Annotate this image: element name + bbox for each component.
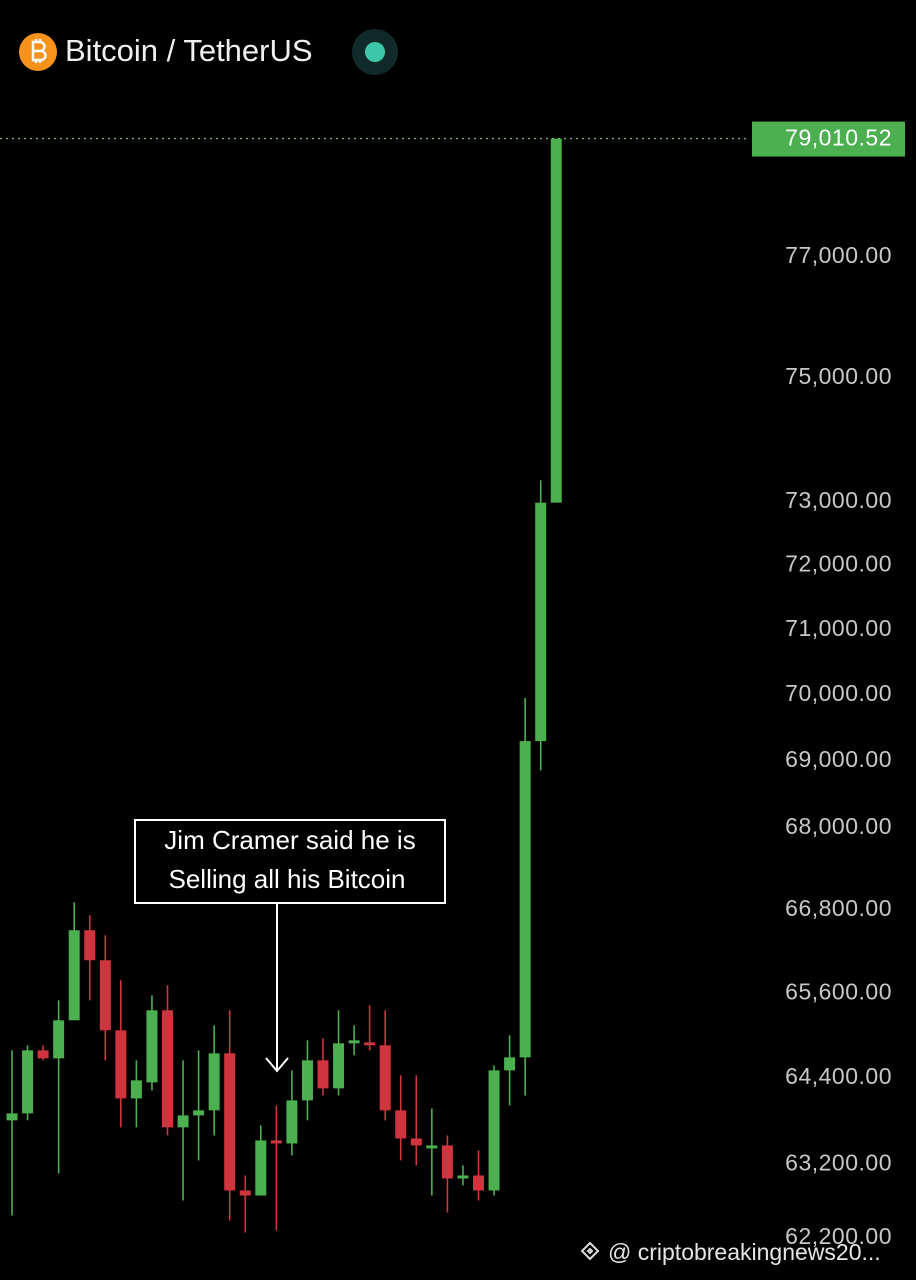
y-tick-label: 62,200.00 <box>785 1223 892 1249</box>
candle-body <box>535 502 547 742</box>
y-tick-label: 68,000.00 <box>785 813 892 839</box>
y-tick-label: 66,800.00 <box>785 895 892 921</box>
y-tick-label: 63,200.00 <box>785 1150 892 1176</box>
watermark: @ criptobreakingnews20... <box>608 1239 881 1265</box>
candle-body <box>22 1050 34 1114</box>
candle-body <box>177 1115 189 1128</box>
candle-body <box>473 1175 484 1191</box>
candle-body <box>270 1140 282 1144</box>
candle-body <box>317 1060 329 1089</box>
candle-body <box>208 1053 220 1111</box>
candle-body <box>286 1100 298 1144</box>
bitcoin-glyph <box>31 39 47 63</box>
plot-area: 62,200.00 63,200.00 64,400.00 65,600.00 66,8… <box>0 121 905 1249</box>
last-price-box <box>752 121 905 157</box>
candle-body <box>301 1060 313 1101</box>
candle-body <box>146 1010 158 1083</box>
candle-body <box>84 930 96 961</box>
candle-body <box>333 1043 345 1089</box>
chart-title: Bitcoin / TetherUS <box>65 33 313 68</box>
candle-body <box>239 1190 251 1196</box>
y-tick-label: 70,000.00 <box>785 680 892 706</box>
y-tick-label: 71,000.00 <box>785 615 892 641</box>
y-tick-label: 73,000.00 <box>785 487 892 513</box>
y-tick-label: 72,000.00 <box>785 551 892 577</box>
candle-body <box>115 1030 127 1099</box>
candle-body <box>255 1140 267 1196</box>
candle-body <box>37 1050 49 1059</box>
annotation-text: Jim Cramer said he is <box>164 825 415 855</box>
candle-body <box>488 1070 500 1191</box>
candle-body <box>68 930 80 1021</box>
candle-body <box>504 1057 516 1071</box>
y-tick-label: 65,600.00 <box>785 978 892 1004</box>
y-tick-label: 64,400.00 <box>785 1063 892 1089</box>
candle-body <box>193 1110 205 1116</box>
candle-body <box>457 1175 469 1179</box>
candle-body <box>550 138 562 503</box>
annotation-box <box>134 819 446 904</box>
candle-body <box>364 1042 376 1046</box>
candle-body <box>224 1053 236 1191</box>
y-tick-label: 77,000.00 <box>785 242 892 268</box>
candle-body <box>519 741 531 1058</box>
candle-body <box>410 1138 422 1146</box>
status-dot <box>365 42 385 62</box>
candle-body <box>379 1045 391 1111</box>
candle-body <box>348 1040 360 1044</box>
watermark-icon <box>580 1241 600 1261</box>
candle-body <box>99 960 111 1031</box>
candle-body <box>162 1010 173 1128</box>
candle-body <box>6 1113 18 1121</box>
candle-body <box>53 1020 65 1059</box>
y-tick-label: 75,000.00 <box>785 363 892 389</box>
y-tick-label: 69,000.00 <box>785 746 892 772</box>
annotation-text: Selling all his Bitcoin <box>168 864 405 894</box>
annotation-arrowhead <box>265 1057 289 1073</box>
candle-body <box>426 1145 438 1149</box>
last-price-label: 79,010.52 <box>785 125 892 151</box>
candle-body <box>130 1080 142 1099</box>
candle-body <box>441 1145 453 1179</box>
candle-body <box>395 1110 407 1139</box>
